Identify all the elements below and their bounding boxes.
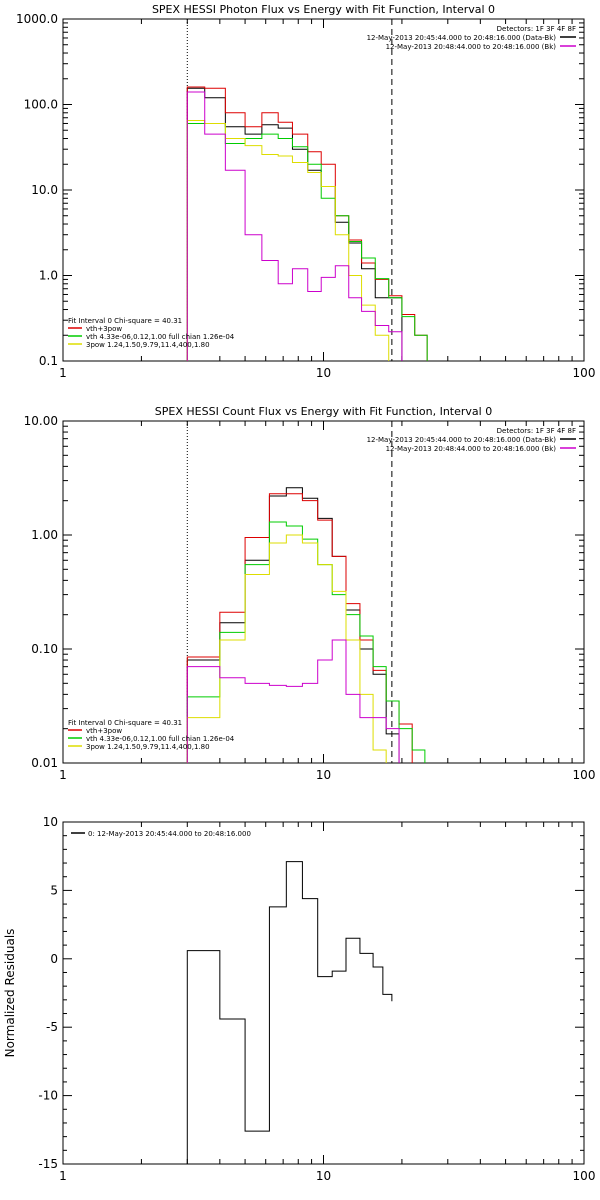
y-tick-label: 10.00 [24, 414, 58, 428]
time-range-label: 12-May-2013 20:45:44.000 to 20:48:16.000… [367, 436, 557, 444]
y-tick-label: 0.01 [31, 756, 58, 770]
series-line-1 [186, 87, 403, 361]
y-tick-label: 10 [43, 815, 58, 829]
x-tick-label: 10 [316, 1169, 331, 1183]
y-tick-label: 1000.0 [16, 12, 58, 26]
chart-panel-3: Normalized Residuals 1 10 100 -15 -10 -5 0 5 10 0:… [3, 815, 595, 1183]
y-tick-label: 1.0 [39, 269, 58, 283]
series-line-1 [186, 487, 400, 763]
chart-title: SPEX HESSI Count Flux vs Energy with Fit… [155, 405, 492, 418]
time-range-label: 12-May-2013 20:45:44.000 to 20:48:16.000… [367, 34, 557, 42]
plot-frame [62, 420, 585, 764]
series-line-2 [186, 86, 428, 361]
series-line-4 [186, 534, 387, 763]
x-tick-label: 1 [59, 768, 67, 782]
y-tick-label: -5 [46, 1020, 58, 1034]
y-tick-label: 0.1 [39, 354, 58, 368]
x-tick-label: 100 [573, 768, 596, 782]
detectors-label: Detectors: 1F 3F 4F 8F [497, 427, 576, 435]
y-tick-label: 1.00 [31, 528, 58, 542]
plot-frame [62, 18, 585, 362]
y-tick-label: 0 [50, 952, 58, 966]
y-tick-label: 0.10 [31, 642, 58, 656]
fit-legend-label: 3pow 1.24,1.50,9.79,11.4,400,1.80 [86, 341, 210, 349]
residual-legend-label: 0: 12-May-2013 20:45:44.000 to 20:48:16.… [88, 830, 251, 838]
y-tick-label: 10.0 [31, 183, 58, 197]
fit-legend-label: vth+3pow [86, 727, 122, 735]
x-tick-label: 100 [573, 1169, 596, 1183]
plot-frame [62, 821, 585, 1165]
y-tick-label: 100.0 [24, 98, 58, 112]
time-range-label: 12-May-2013 20:48:44.000 to 20:48:16.000… [386, 445, 557, 453]
y-tick-label: 5 [50, 883, 58, 897]
x-tick-label: 10 [316, 366, 331, 380]
series-line-5 [186, 639, 400, 763]
fit-legend-label: vth 4.33e-06,0.12,1.00 full chian 1.26e-… [86, 735, 235, 743]
detectors-label: Detectors: 1F 3F 4F 8F [497, 25, 576, 33]
fit-legend-label: 3pow 1.24,1.50,9.79,11.4,400,1.80 [86, 743, 210, 751]
time-range-label: 12-May-2013 20:48:44.000 to 20:48:16.000… [386, 43, 557, 51]
chart-title: SPEX HESSI Photon Flux vs Energy with Fi… [152, 3, 495, 16]
fit-legend-label: vth 4.33e-06,0.12,1.00 full chian 1.26e-… [86, 333, 235, 341]
x-tick-label: 100 [573, 366, 596, 380]
x-tick-label: 1 [59, 1169, 67, 1183]
fit-chi-square-label: Fit Interval 0 Chi-square = 40.31 [68, 719, 182, 727]
chart-panel-2: SPEX HESSI Count Flux vs Energy with Fit… [24, 405, 596, 782]
series-line-2 [186, 493, 413, 763]
residuals-line [186, 861, 393, 1164]
fit-legend-label: vth+3pow [86, 325, 122, 333]
x-tick-label: 1 [59, 366, 67, 380]
fit-chi-square-label: Fit Interval 0 Chi-square = 40.31 [68, 317, 182, 325]
x-tick-label: 10 [316, 768, 331, 782]
series-line-5 [186, 91, 403, 361]
chart-panel-1: SPEX HESSI Photon Flux vs Energy with Fi… [16, 3, 595, 380]
y-axis-label: Normalized Residuals [3, 929, 17, 1058]
y-tick-label: -15 [38, 1157, 58, 1171]
series-line-4 [186, 119, 390, 361]
series-line-3 [186, 521, 426, 763]
series-line-3 [186, 122, 428, 361]
y-tick-label: -10 [38, 1089, 58, 1103]
